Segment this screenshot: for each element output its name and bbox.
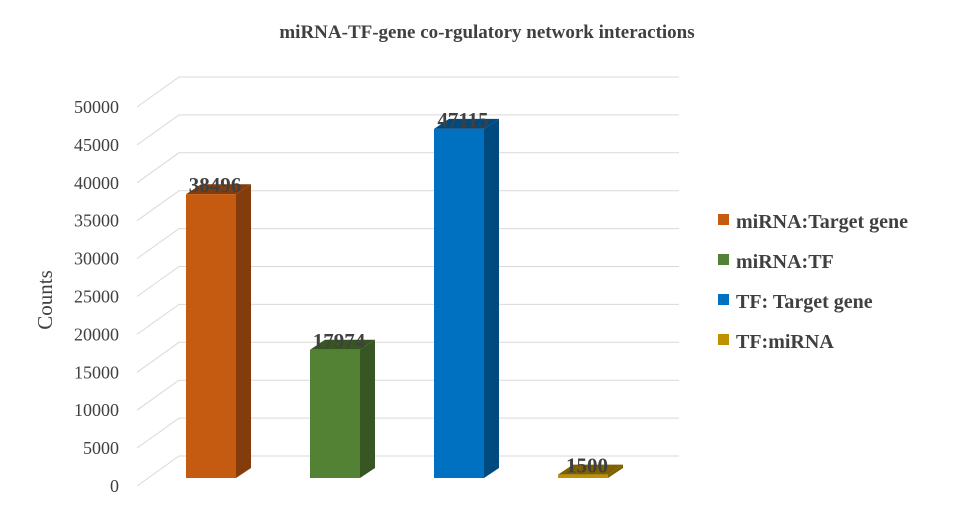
gridline — [136, 341, 679, 373]
bar — [434, 118, 499, 479]
legend-label: TF: Target gene — [736, 291, 873, 313]
bar-side — [608, 464, 623, 478]
gridline — [136, 379, 679, 411]
y-tick-label: 15000 — [74, 362, 119, 382]
bar — [186, 184, 251, 478]
bars — [186, 118, 623, 479]
legend-item: miRNA:Target gene — [718, 211, 908, 233]
gridline — [136, 266, 679, 297]
bar-front — [434, 128, 484, 479]
y-tick-label: 45000 — [74, 135, 119, 155]
bar — [558, 464, 623, 478]
legend-item: miRNA:TF — [718, 251, 834, 273]
data-label: 1500 — [566, 454, 608, 478]
chart-title: miRNA-TF-gene co-rgulatory network inter… — [279, 22, 694, 43]
bar-side — [484, 118, 499, 479]
legend-label: miRNA:Target gene — [736, 211, 908, 233]
legend-swatch — [718, 334, 729, 345]
y-axis-label: Counts — [33, 270, 57, 330]
gridline — [136, 417, 679, 449]
legend: miRNA:Target gene miRNA:TF TF: Target gene… — [718, 211, 908, 353]
bar-front — [310, 349, 360, 478]
bar-side — [236, 184, 251, 478]
legend-item: TF:miRNA — [718, 331, 834, 353]
bar-side — [360, 339, 375, 478]
y-tick-label: 5000 — [83, 438, 119, 458]
data-label: 47115 — [437, 108, 488, 132]
legend-item: TF: Target gene — [718, 291, 873, 313]
legend-label: TF:miRNA — [736, 331, 834, 353]
gridline — [136, 190, 679, 222]
gridline — [136, 76, 679, 108]
y-tick-label: 20000 — [74, 324, 119, 344]
bar — [310, 339, 375, 478]
y-tick-label: 50000 — [74, 97, 119, 117]
gridlines — [136, 76, 679, 487]
y-tick-label: 0 — [110, 476, 119, 496]
gridline — [136, 303, 679, 335]
bar-top — [186, 184, 251, 195]
bar-front — [186, 194, 236, 478]
y-tick-label: 10000 — [74, 400, 119, 420]
legend-swatch — [718, 254, 729, 265]
gridline — [136, 455, 679, 487]
gridline — [136, 114, 679, 146]
gridline — [136, 152, 679, 184]
y-tick-label: 40000 — [74, 173, 119, 193]
y-tick-label: 30000 — [74, 249, 119, 269]
bar-top — [434, 118, 499, 129]
bar-top — [558, 464, 623, 475]
data-label: 38496 — [189, 173, 242, 197]
gridline — [136, 228, 679, 260]
legend-swatch — [718, 214, 729, 225]
legend-label: miRNA:TF — [736, 251, 834, 273]
y-tick-label: 25000 — [74, 287, 119, 307]
bar-front — [558, 474, 608, 478]
data-labels: 38496 17974 47115 1500 — [189, 108, 608, 478]
legend-swatch — [718, 294, 729, 305]
y-tick-label: 35000 — [74, 211, 119, 231]
bar-top — [310, 339, 375, 350]
y-axis-ticks: 0 5000 10000 15000 20000 25000 30000 35000 40000… — [74, 97, 119, 496]
data-label: 17974 — [313, 329, 366, 353]
